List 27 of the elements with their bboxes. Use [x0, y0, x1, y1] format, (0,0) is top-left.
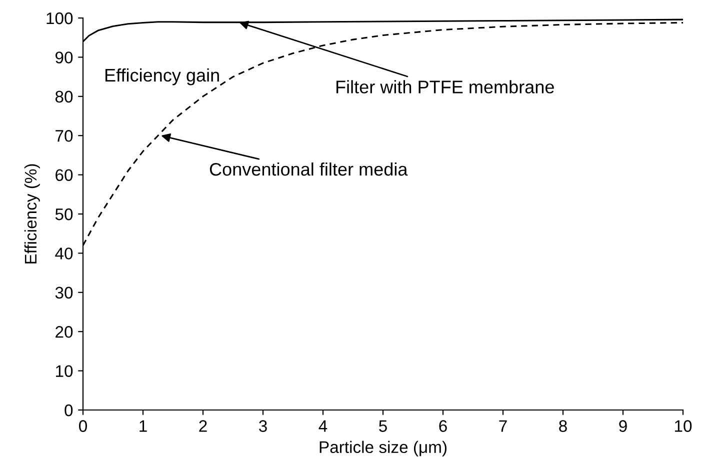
y-tick-label: 70 [56, 130, 73, 142]
x-tick-label: 10 [675, 420, 692, 432]
annotation: Conventional filter media [210, 162, 408, 176]
x-tick-label: 1 [140, 420, 147, 432]
y-tick-label: 20 [56, 326, 73, 338]
y-tick-label: 90 [56, 52, 73, 64]
x-tick-label: 2 [199, 420, 207, 432]
y-tick-label: 0 [64, 404, 73, 416]
x-tick-label: 9 [619, 420, 627, 432]
annotation: Efficiency gain [105, 68, 219, 86]
x-tick-label: 8 [559, 420, 567, 432]
y-tick-label: 30 [55, 286, 73, 299]
x-tick-label: 4 [318, 420, 328, 432]
y-tick-label: 10 [56, 365, 73, 378]
y-tick-label: 60 [56, 169, 73, 182]
x-axis-title: Particle size (μm) [320, 440, 446, 456]
y-tick-label: 80 [55, 90, 73, 103]
x-tick-label: 0 [79, 420, 87, 432]
y-axis-title: Efficiency (%) [24, 164, 40, 264]
y-tick-label: 40 [55, 248, 73, 260]
x-tick-label: 7 [499, 420, 507, 432]
x-tick-label: 5 [379, 420, 387, 432]
annotation: Filter with PTFE membrane [336, 80, 554, 94]
x-tick-label: 6 [439, 420, 447, 432]
y-tick-label: 50 [55, 208, 73, 220]
y-tick-label: 100 [46, 12, 73, 24]
x-tick-label: 3 [259, 420, 267, 432]
